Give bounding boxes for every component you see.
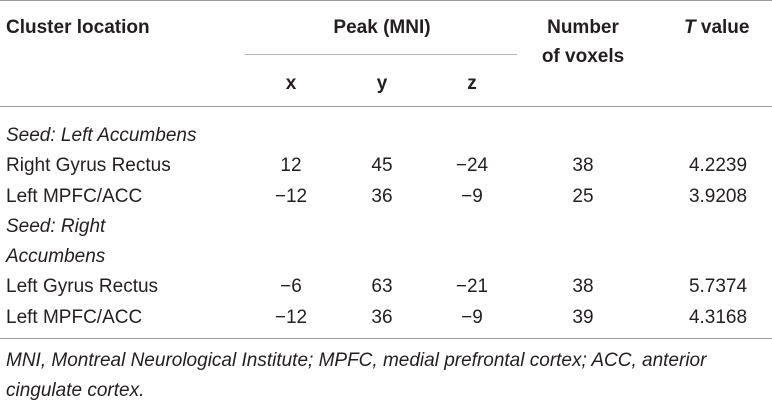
cell-z: −9 — [461, 186, 483, 207]
cell-y: 36 — [371, 307, 393, 328]
cell-voxels: 25 — [572, 186, 594, 207]
cell-x: −12 — [274, 307, 308, 328]
table-footnote: MNI, Montreal Neurological Institute; MP… — [6, 350, 707, 401]
seed-right-label-line2: Accumbens — [6, 246, 106, 267]
header-bottom-rule — [0, 106, 772, 107]
cell-z: −9 — [461, 307, 483, 328]
header-x: x — [285, 73, 297, 94]
cell-x: −12 — [274, 186, 308, 207]
table-bottom-rule — [0, 338, 772, 339]
cell-z: −21 — [455, 276, 489, 297]
table-top-rule — [0, 0, 772, 1]
cell-location: Right Gyrus Rectus — [6, 155, 171, 176]
cell-location: Left Gyrus Rectus — [6, 276, 159, 297]
header-t-rest: value — [695, 17, 750, 38]
header-z: z — [467, 73, 477, 94]
seed-left-label: Seed: Left Accumbens — [6, 125, 197, 146]
cell-t-value: 4.3168 — [688, 307, 748, 328]
cell-location: Left MPFC/ACC — [6, 186, 143, 207]
cell-t-value: 5.7374 — [688, 276, 748, 297]
header-peak-mni: Peak (MNI) — [333, 17, 431, 38]
seed-right-label-line1: Seed: Right — [6, 216, 106, 237]
cell-x: −6 — [280, 276, 302, 297]
cell-x: 12 — [280, 155, 302, 176]
cell-location: Left MPFC/ACC — [6, 307, 143, 328]
cell-voxels: 39 — [572, 307, 594, 328]
peak-header-rule — [245, 54, 517, 55]
cell-voxels: 38 — [572, 155, 594, 176]
header-y: y — [376, 73, 388, 94]
header-voxels-line1: Number — [547, 17, 619, 38]
cell-y: 63 — [371, 276, 393, 297]
cell-voxels: 38 — [572, 276, 594, 297]
header-voxels-line2: of voxels — [541, 46, 625, 67]
header-t-value: T value — [684, 17, 749, 39]
cell-t-value: 4.2239 — [688, 155, 748, 176]
header-t-letter: T — [684, 17, 696, 38]
cell-y: 45 — [371, 155, 393, 176]
cell-t-value: 3.9208 — [688, 186, 748, 207]
cell-z: −24 — [455, 155, 489, 176]
header-cluster-location: Cluster location — [6, 17, 150, 38]
cell-y: 36 — [371, 186, 393, 207]
